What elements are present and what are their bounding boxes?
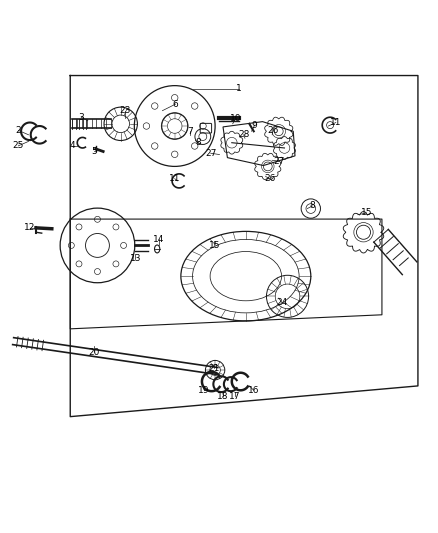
Text: 5: 5 [91,147,97,156]
Text: 26: 26 [264,174,275,183]
Text: 15: 15 [360,208,371,217]
Text: 20: 20 [88,348,100,357]
Text: 17: 17 [229,392,240,400]
Text: 27: 27 [272,157,284,166]
Text: 4: 4 [70,141,75,150]
Text: 10: 10 [230,114,241,123]
Text: 26: 26 [267,126,278,135]
Text: 12: 12 [24,223,35,232]
Text: 11: 11 [329,118,341,127]
Text: 1: 1 [236,84,242,93]
Text: 14: 14 [153,235,164,244]
Text: 6: 6 [172,100,178,109]
Text: 8: 8 [309,201,315,211]
Text: 15: 15 [208,241,219,250]
Text: 28: 28 [237,130,249,139]
Text: 19: 19 [198,386,209,395]
Text: 21: 21 [208,364,219,373]
Text: 25: 25 [13,141,24,150]
Text: 27: 27 [205,149,216,158]
Text: 9: 9 [251,120,257,130]
Text: 11: 11 [169,174,180,183]
Text: 23: 23 [119,106,131,115]
Text: 2: 2 [16,126,21,135]
Text: 13: 13 [129,254,141,263]
Text: 16: 16 [247,386,259,395]
Text: 18: 18 [217,392,228,400]
Text: 24: 24 [276,298,287,307]
Text: 3: 3 [78,113,84,122]
Text: 8: 8 [195,138,201,147]
Text: 7: 7 [186,127,192,136]
